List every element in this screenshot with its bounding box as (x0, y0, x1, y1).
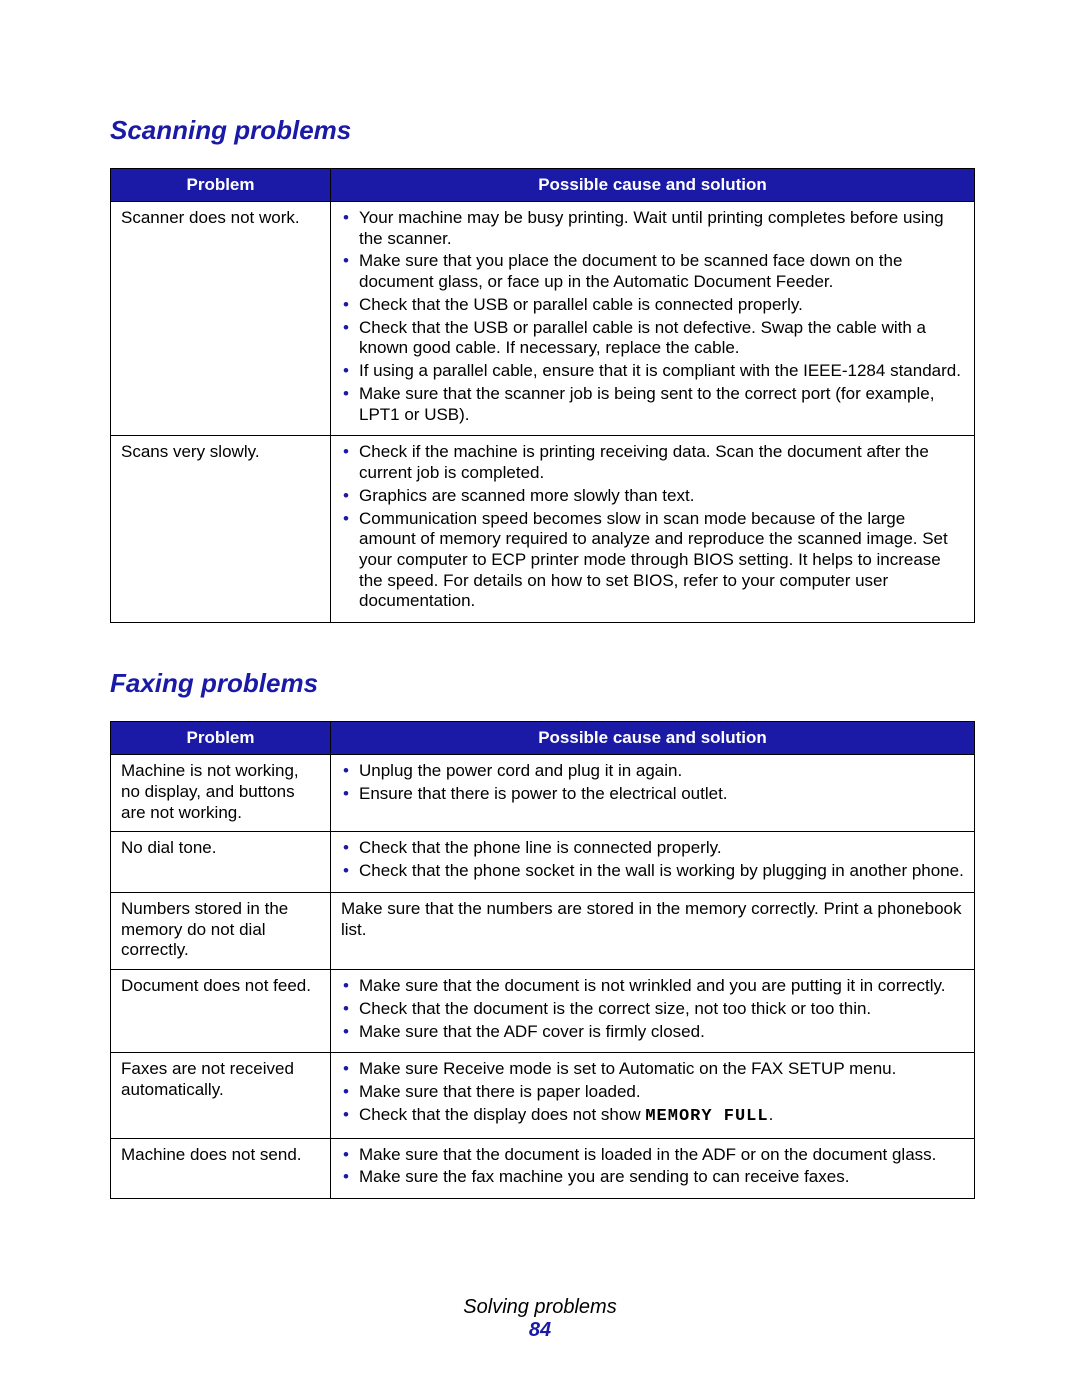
list-item: If using a parallel cable, ensure that i… (341, 361, 964, 382)
table-row: Scans very slowly.Check if the machine i… (111, 436, 975, 623)
solution-cell: Make sure that the numbers are stored in… (331, 892, 975, 969)
troubleshooting-table: ProblemPossible cause and solutionScanne… (110, 168, 975, 623)
footer-section-title: Solving problems (0, 1296, 1080, 1319)
footer-page-number: 84 (0, 1319, 1080, 1342)
column-header-solution: Possible cause and solution (331, 169, 975, 202)
table-row: Machine does not send. Make sure that the… (111, 1138, 975, 1198)
solution-list: Unplug the power cord and plug it in aga… (341, 761, 964, 804)
list-item: Ensure that there is power to the electr… (341, 784, 964, 805)
list-item: Make sure that there is paper loaded. (341, 1082, 964, 1103)
table-row: Document does not feed. Make sure that th… (111, 970, 975, 1053)
problem-cell: Document does not feed. (111, 970, 331, 1053)
list-item: Make sure that you place the document to… (341, 251, 964, 292)
page-footer: Solving problems 84 (0, 1296, 1080, 1342)
solution-cell: Check if the machine is printing receivi… (331, 436, 975, 623)
list-item: Your machine may be busy printing. Wait … (341, 208, 964, 249)
list-item: Communication speed becomes slow in scan… (341, 509, 964, 613)
problem-cell: Numbers stored in the memory do not dial… (111, 892, 331, 969)
list-item: Check that the USB or parallel cable is … (341, 295, 964, 316)
page-content: Scanning problemsProblemPossible cause a… (0, 0, 1080, 1199)
solution-list: Check that the phone line is connected p… (341, 838, 964, 881)
table-row: Machine is not working, no display, and … (111, 755, 975, 832)
list-item: Make sure the fax machine you are sendin… (341, 1167, 964, 1188)
table-row: Faxes are not received automatically. Mak… (111, 1053, 975, 1138)
list-item: Make sure that the scanner job is being … (341, 384, 964, 425)
column-header-solution: Possible cause and solution (331, 722, 975, 755)
problem-cell: Faxes are not received automatically. (111, 1053, 331, 1138)
section-heading: Faxing problems (110, 668, 975, 699)
list-item: Check if the machine is printing receivi… (341, 442, 964, 483)
solution-cell: Check that the phone line is connected p… (331, 832, 975, 892)
problem-cell: Scanner does not work. (111, 202, 331, 436)
problem-cell: Machine is not working, no display, and … (111, 755, 331, 832)
solution-list: Make sure that the document is not wrink… (341, 976, 964, 1042)
list-item: Check that the phone line is connected p… (341, 838, 964, 859)
list-item: Unplug the power cord and plug it in aga… (341, 761, 964, 782)
list-item: Make sure that the document is not wrink… (341, 976, 964, 997)
column-header-problem: Problem (111, 722, 331, 755)
list-item: Graphics are scanned more slowly than te… (341, 486, 964, 507)
list-item: Check that the USB or parallel cable is … (341, 318, 964, 359)
monospace-text: MEMORY FULL (645, 1107, 768, 1126)
table-row: Scanner does not work.Your machine may b… (111, 202, 975, 436)
list-item: Check that the document is the correct s… (341, 999, 964, 1020)
problem-cell: No dial tone. (111, 832, 331, 892)
list-item: Check that the phone socket in the wall … (341, 861, 964, 882)
solution-cell: Make sure that the document is loaded in… (331, 1138, 975, 1198)
list-item: Check that the display does not show MEM… (341, 1105, 964, 1128)
table-row: No dial tone. Check that the phone line i… (111, 832, 975, 892)
section-heading: Scanning problems (110, 115, 975, 146)
solution-list: Your machine may be busy printing. Wait … (341, 208, 964, 425)
list-item: Make sure that the ADF cover is firmly c… (341, 1022, 964, 1043)
column-header-problem: Problem (111, 169, 331, 202)
solution-cell: Unplug the power cord and plug it in aga… (331, 755, 975, 832)
problem-cell: Machine does not send. (111, 1138, 331, 1198)
troubleshooting-table: ProblemPossible cause and solutionMachin… (110, 721, 975, 1199)
solution-cell: Your machine may be busy printing. Wait … (331, 202, 975, 436)
solution-list: Make sure Receive mode is set to Automat… (341, 1059, 964, 1127)
solution-list: Make sure that the document is loaded in… (341, 1145, 964, 1188)
problem-cell: Scans very slowly. (111, 436, 331, 623)
table-row: Numbers stored in the memory do not dial… (111, 892, 975, 969)
solution-list: Check if the machine is printing receivi… (341, 442, 964, 612)
solution-cell: Make sure that the document is not wrink… (331, 970, 975, 1053)
list-item: Make sure that the document is loaded in… (341, 1145, 964, 1166)
list-item: Make sure Receive mode is set to Automat… (341, 1059, 964, 1080)
solution-cell: Make sure Receive mode is set to Automat… (331, 1053, 975, 1138)
